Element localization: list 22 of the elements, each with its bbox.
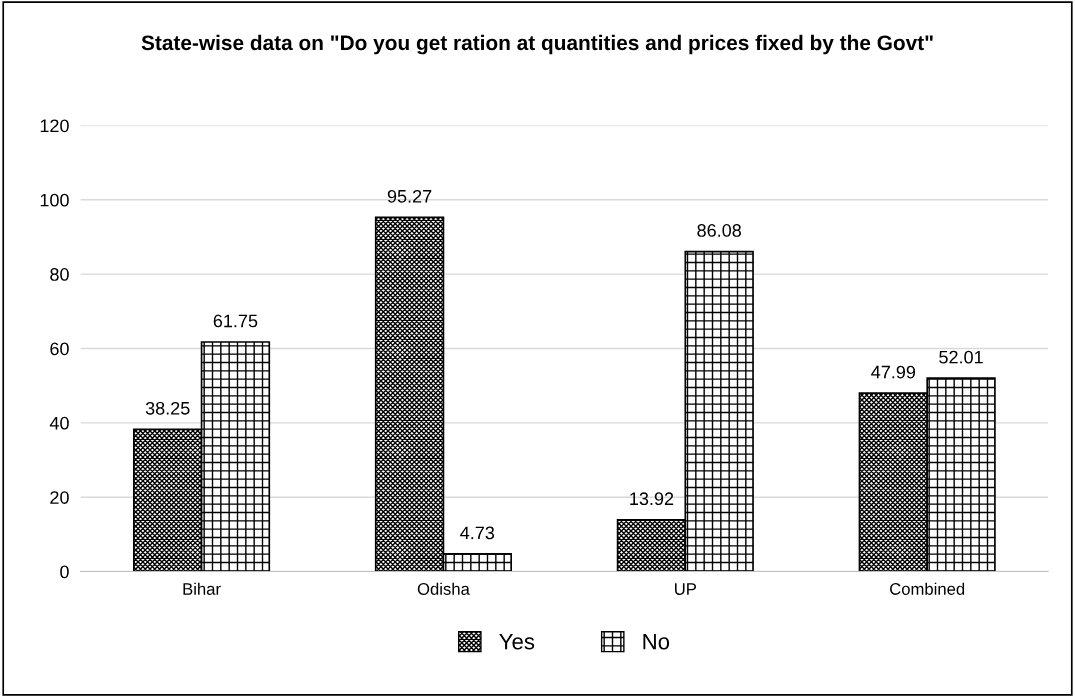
data-label: 61.75 xyxy=(213,314,258,328)
data-label: 13.92 xyxy=(630,492,674,506)
data-label: 38.25 xyxy=(145,401,190,415)
chart-title: State-wise data on "Do you get ration at quantities and prices fixed by the Govt" xyxy=(141,34,933,55)
y-tick-label: 120 xyxy=(40,119,69,133)
y-tick-label: 0 xyxy=(60,565,69,579)
data-label: 95.27 xyxy=(387,189,432,203)
y-tick-label: 40 xyxy=(49,416,69,430)
legend-label: Yes xyxy=(499,633,535,650)
x-tick-label: UP xyxy=(675,583,697,595)
x-tick-label: Combined xyxy=(890,582,965,595)
data-label: 4.73 xyxy=(460,526,495,540)
x-tick-label: Bihar xyxy=(183,582,221,595)
legend-label: No xyxy=(643,633,670,650)
x-tick-label: Odisha xyxy=(417,582,470,595)
y-tick-label: 20 xyxy=(50,491,69,504)
y-tick-label: 100 xyxy=(40,193,69,207)
y-tick-label: 80 xyxy=(50,268,69,281)
data-label: 47.99 xyxy=(871,365,916,379)
data-label: 86.08 xyxy=(697,224,741,237)
y-tick-label: 60 xyxy=(50,342,69,356)
data-label: 52.01 xyxy=(939,350,983,364)
